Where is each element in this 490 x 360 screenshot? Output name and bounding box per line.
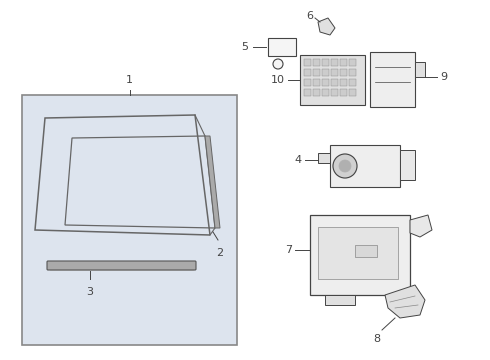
- Bar: [340, 89, 347, 96]
- Text: 10: 10: [271, 75, 285, 85]
- Bar: [340, 69, 347, 76]
- Bar: [304, 59, 311, 66]
- Bar: [349, 69, 356, 76]
- Polygon shape: [318, 18, 335, 35]
- Bar: [22, 95, 237, 345]
- Bar: [331, 89, 338, 96]
- Bar: [313, 69, 320, 76]
- Bar: [340, 79, 347, 86]
- Bar: [268, 38, 296, 56]
- Polygon shape: [205, 136, 220, 228]
- Text: 3: 3: [87, 287, 94, 297]
- Text: 7: 7: [285, 245, 292, 255]
- Bar: [370, 52, 415, 107]
- Bar: [322, 89, 329, 96]
- Text: 2: 2: [217, 248, 223, 258]
- Bar: [322, 79, 329, 86]
- Bar: [313, 89, 320, 96]
- Polygon shape: [410, 215, 432, 237]
- Bar: [318, 227, 398, 279]
- Bar: [322, 59, 329, 66]
- Bar: [349, 59, 356, 66]
- Text: 8: 8: [373, 334, 380, 344]
- Text: 6: 6: [306, 11, 313, 21]
- Bar: [300, 55, 365, 105]
- Bar: [331, 59, 338, 66]
- Bar: [304, 79, 311, 86]
- Bar: [349, 89, 356, 96]
- Bar: [313, 79, 320, 86]
- Bar: [304, 89, 311, 96]
- Text: 1: 1: [126, 75, 133, 85]
- Circle shape: [339, 160, 351, 172]
- Bar: [313, 59, 320, 66]
- Polygon shape: [385, 285, 425, 318]
- Bar: [400, 150, 415, 180]
- Bar: [331, 79, 338, 86]
- Bar: [349, 79, 356, 86]
- Text: 9: 9: [440, 72, 447, 82]
- Bar: [325, 295, 355, 305]
- Bar: [331, 69, 338, 76]
- Circle shape: [273, 59, 283, 69]
- Bar: [310, 215, 410, 295]
- Bar: [330, 145, 400, 187]
- Circle shape: [333, 154, 357, 178]
- Bar: [304, 69, 311, 76]
- Text: 5: 5: [241, 42, 248, 52]
- Bar: [322, 69, 329, 76]
- Bar: [415, 62, 425, 77]
- Bar: [318, 153, 330, 163]
- Bar: [355, 245, 377, 257]
- Text: 4: 4: [295, 155, 302, 165]
- FancyBboxPatch shape: [47, 261, 196, 270]
- Bar: [340, 59, 347, 66]
